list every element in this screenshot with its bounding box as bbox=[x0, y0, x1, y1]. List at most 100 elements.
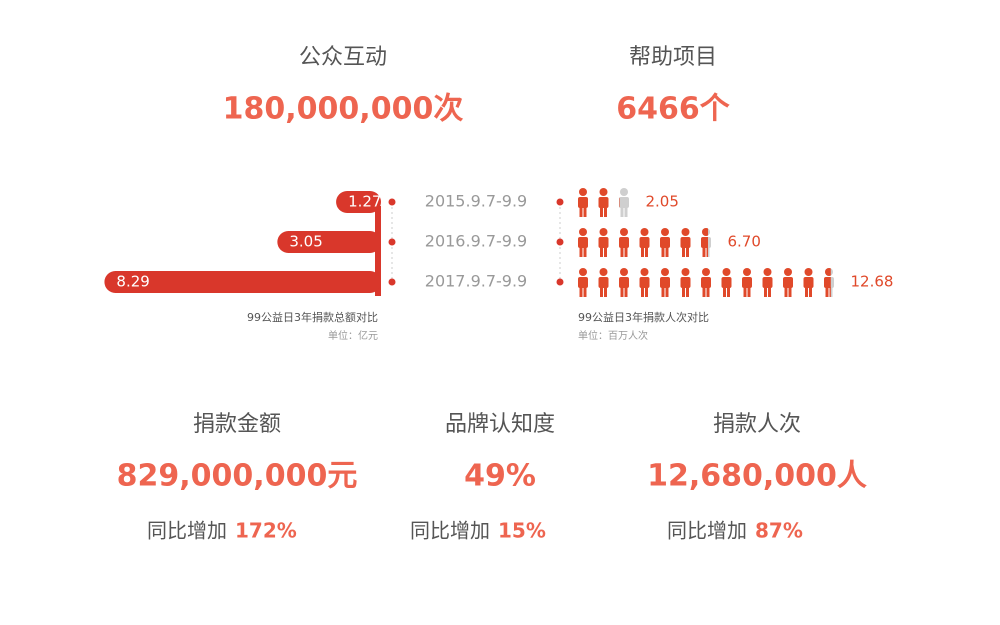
dot bbox=[388, 278, 396, 286]
leg bbox=[706, 247, 708, 257]
head bbox=[681, 268, 690, 276]
head bbox=[579, 188, 587, 196]
person-icon bbox=[701, 268, 711, 297]
change-value: 15% bbox=[498, 519, 546, 543]
leg bbox=[665, 247, 669, 257]
head bbox=[640, 268, 649, 276]
leg bbox=[702, 287, 706, 297]
leg bbox=[706, 287, 710, 297]
leg bbox=[604, 207, 607, 217]
head bbox=[804, 268, 813, 276]
leg bbox=[641, 247, 644, 257]
leg bbox=[600, 207, 603, 217]
category-label: 2017.9.7-9.9 bbox=[425, 272, 527, 291]
leg bbox=[641, 287, 644, 297]
chart-title: 99公益日3年捐款总额对比 bbox=[247, 310, 378, 324]
pictograph-row bbox=[578, 228, 711, 257]
change-label: 同比增加 bbox=[667, 519, 747, 543]
person-icon bbox=[578, 228, 588, 257]
leg bbox=[825, 287, 829, 297]
change-value: 172% bbox=[235, 519, 297, 543]
leg bbox=[747, 287, 751, 297]
body bbox=[721, 277, 732, 288]
head bbox=[702, 268, 710, 276]
leg bbox=[788, 287, 792, 297]
change-label: 同比增加 bbox=[410, 519, 490, 543]
stat-label: 捐款人次 bbox=[713, 412, 801, 437]
person-icon bbox=[701, 228, 708, 257]
leg bbox=[702, 247, 706, 257]
stat-label: 帮助项目 bbox=[629, 45, 717, 70]
person-icon bbox=[721, 268, 732, 297]
head bbox=[722, 268, 731, 276]
leg bbox=[784, 287, 788, 297]
leg bbox=[600, 247, 603, 257]
body bbox=[598, 237, 609, 248]
body bbox=[680, 277, 691, 288]
leg bbox=[727, 287, 730, 297]
person-icon bbox=[598, 228, 609, 257]
category-label: 2015.9.7-9.9 bbox=[425, 192, 527, 211]
leg bbox=[682, 287, 685, 297]
leg bbox=[624, 247, 628, 257]
person-icon bbox=[660, 268, 670, 297]
head bbox=[702, 228, 708, 236]
dot bbox=[388, 238, 396, 246]
leg bbox=[768, 287, 771, 297]
person-icon bbox=[578, 188, 588, 217]
person-icon bbox=[783, 268, 793, 297]
chart-unit: 单位：百万人次 bbox=[578, 329, 648, 342]
person-icon bbox=[619, 268, 629, 297]
body bbox=[639, 277, 650, 288]
person-icon bbox=[680, 228, 691, 257]
body bbox=[619, 277, 629, 288]
head bbox=[599, 228, 608, 236]
body bbox=[824, 277, 831, 288]
body bbox=[742, 277, 752, 288]
leg bbox=[624, 207, 628, 217]
person-icon bbox=[762, 268, 773, 297]
leg bbox=[809, 287, 812, 297]
body bbox=[578, 237, 588, 248]
body bbox=[701, 237, 708, 248]
change-value: 87% bbox=[755, 519, 803, 543]
person-icon bbox=[598, 188, 609, 217]
leg bbox=[829, 287, 833, 297]
bar bbox=[104, 271, 382, 293]
person-icon bbox=[680, 268, 691, 297]
person-icon bbox=[578, 268, 588, 297]
head bbox=[661, 228, 669, 236]
leg bbox=[583, 247, 587, 257]
leg bbox=[661, 287, 665, 297]
body bbox=[598, 277, 609, 288]
body bbox=[578, 277, 588, 288]
person-icon bbox=[619, 188, 629, 217]
body bbox=[598, 197, 609, 208]
leg bbox=[620, 247, 624, 257]
dot bbox=[556, 278, 564, 286]
pictograph-value: 2.05 bbox=[646, 193, 679, 211]
leg bbox=[686, 247, 689, 257]
person-icon bbox=[803, 268, 814, 297]
leg bbox=[620, 207, 624, 217]
person-icon bbox=[619, 197, 620, 208]
stat-label: 公众互动 bbox=[299, 45, 387, 70]
change-label: 同比增加 bbox=[147, 519, 227, 543]
bar-value: 3.05 bbox=[289, 233, 322, 251]
pictograph-value: 12.68 bbox=[851, 273, 894, 291]
leg bbox=[661, 247, 665, 257]
leg bbox=[583, 287, 587, 297]
pictograph-value: 6.70 bbox=[728, 233, 761, 251]
body bbox=[619, 197, 629, 208]
head bbox=[579, 268, 587, 276]
body bbox=[619, 237, 629, 248]
head bbox=[743, 268, 751, 276]
leg bbox=[624, 287, 628, 297]
leg bbox=[805, 287, 808, 297]
head bbox=[640, 228, 649, 236]
pictograph-row bbox=[578, 268, 834, 297]
stat-value: 6466个 bbox=[616, 92, 730, 127]
dot bbox=[556, 198, 564, 206]
body bbox=[803, 277, 814, 288]
